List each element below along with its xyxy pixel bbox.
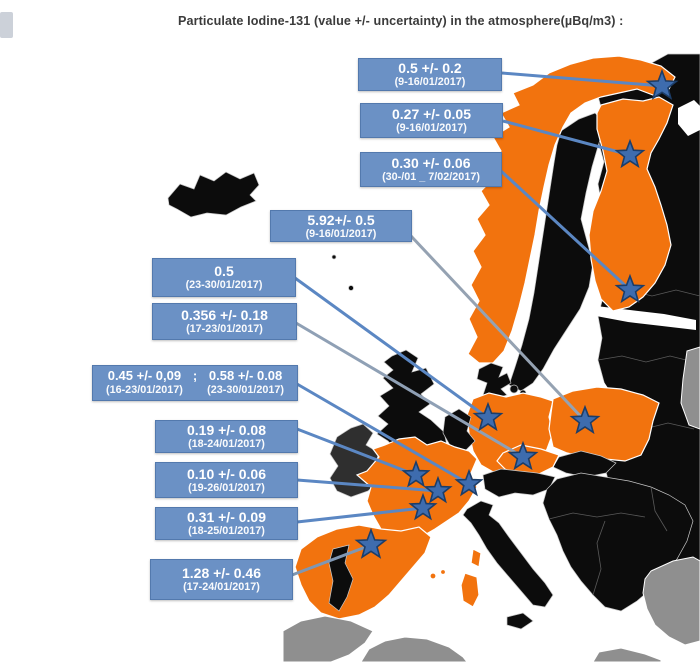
region-north-africa-central [360,636,468,662]
window-edge-artifact [0,12,13,38]
connector-line-france-northeast [296,382,470,486]
station-star-czech-republic [507,440,539,471]
connector-line-france-central [296,478,439,493]
region-north-africa-west [282,615,374,662]
connector-line-finland-central [502,119,631,157]
connector-line-france-south [296,506,424,524]
country-border [650,486,668,532]
connector-lines [291,71,663,577]
page-title: Particulate Iodine-131 (value +/- uncert… [178,14,624,28]
island-sardinia [460,572,480,608]
country-italy [462,500,554,608]
island-corsica [470,548,482,568]
station-stars [354,68,679,559]
station-star-poland [569,404,601,435]
island-sicily [506,612,534,630]
station-star-spain-north [354,527,388,559]
connector-line-finland-south [499,169,632,292]
country-benelux [442,408,476,452]
region-east-gray-patch [680,346,700,430]
country-denmark [476,362,512,400]
country-slovakia [552,450,617,478]
country-poland [548,386,660,462]
connector-line-spain-north [291,543,372,577]
station-star-finland-north [645,68,679,100]
country-border [592,520,606,596]
connector-line-poland [409,234,587,423]
station-star-france-north [401,459,431,488]
danish-island [509,384,519,394]
island-shetland [348,285,354,291]
connector-line-finland-north [501,71,663,88]
country-alps [482,468,556,498]
country-border [548,512,646,520]
station-star-finland-central [614,138,646,169]
white-sea [678,100,700,136]
island-shetland [331,254,337,260]
connector-line-czech-republic [295,321,524,459]
country-norway [467,55,676,364]
connector-line-france-north [296,427,417,477]
station-star-france-central [423,475,453,504]
station-star-finland-south [614,273,646,304]
station-star-france-south [408,492,438,521]
country-sweden [508,112,606,392]
region-north-africa-east [592,647,662,662]
gulf-of-finland [596,306,696,330]
island-balearic [439,568,447,576]
island-balearic [429,572,437,580]
station-star-germany-north [472,401,504,432]
country-spain [294,524,432,620]
country-iceland [167,171,260,218]
region-turkey [642,556,700,646]
island-faroe [298,228,304,234]
country-border [597,355,695,363]
station-star-france-northeast [454,468,484,497]
connector-line-germany-north [294,276,489,420]
